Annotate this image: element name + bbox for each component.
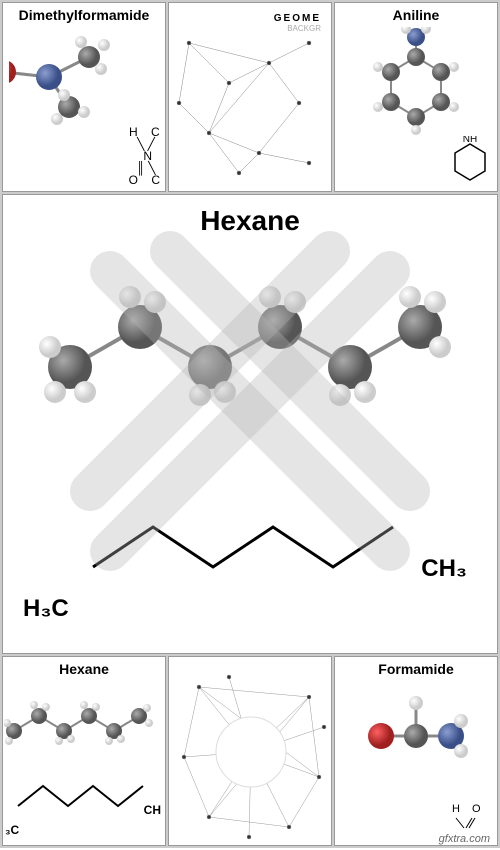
panel-title: Hexane	[3, 195, 497, 247]
panel-dimethylformamide: Dimethylformamide	[2, 2, 166, 192]
formula-left: ₃C	[5, 823, 19, 837]
geo-main-text: GEOME	[274, 13, 321, 24]
bottom-row: Hexane ₃C CH	[2, 656, 498, 846]
panel-network-circle	[168, 656, 332, 846]
footer-credit: gfxtra.com	[439, 833, 490, 845]
panel-title: Formamide	[335, 657, 497, 681]
molecule-hexane	[20, 247, 480, 447]
structural-formula: H C ╲ ╱ N ║ ╲ O C	[129, 126, 160, 186]
panel-title: Dimethylformamide	[3, 3, 165, 27]
panel-aniline: Aniline NH	[334, 2, 498, 192]
molecule-aniline	[356, 27, 476, 147]
molecule-dmf	[9, 27, 159, 127]
formula-right: CH	[144, 803, 161, 817]
geo-heading: GEOME BACKGR	[274, 13, 321, 33]
skeletal-formula	[3, 477, 463, 617]
svg-text:O: O	[472, 803, 481, 815]
formula-right: CH₃	[421, 555, 467, 583]
network-circle-graphic	[169, 657, 332, 846]
top-row: Dimethylformamide	[2, 2, 498, 192]
panel-formamide: Formamide H O	[334, 656, 498, 846]
center-row: Hexane	[2, 194, 498, 654]
panel-title: Aniline	[335, 3, 497, 27]
geo-sub-text: BACKGR	[274, 24, 321, 33]
benzene-icon: NH	[445, 136, 495, 186]
molecule-formamide	[346, 681, 486, 791]
skeletal-small	[3, 761, 163, 821]
molecule-hexane-small	[4, 681, 164, 761]
panel-hexane-small: Hexane ₃C CH	[2, 656, 166, 846]
svg-text:H: H	[452, 803, 460, 815]
panel-grid: Dimethylformamide	[0, 0, 500, 848]
panel-title: Hexane	[3, 657, 165, 681]
svg-text:NH: NH	[463, 136, 477, 145]
formula-left: H₃C	[23, 595, 69, 623]
panel-geometric: GEOME BACKGR	[168, 2, 332, 192]
panel-hexane-large: Hexane	[2, 194, 498, 654]
